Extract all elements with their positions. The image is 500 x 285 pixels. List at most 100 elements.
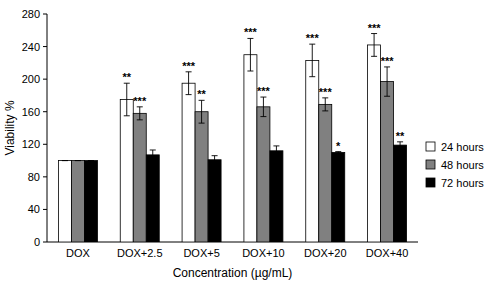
error-cap (273, 145, 279, 146)
y-axis-label: Viability % (3, 100, 17, 155)
y-tick-label: 240 (22, 41, 40, 53)
significance: *** (381, 55, 395, 67)
error-stem (126, 83, 127, 116)
bar (133, 113, 146, 242)
error-bar (124, 83, 130, 116)
error-bar (397, 142, 403, 149)
y-tick-label: 40 (28, 203, 40, 215)
error-cap (137, 119, 143, 120)
error-bar (186, 72, 192, 95)
significance: *** (368, 22, 382, 34)
error-cap (260, 116, 266, 117)
chart: 04080120160200240280Viability %DOXDOX+2.… (0, 0, 500, 285)
significance: * (336, 140, 341, 152)
x-axis-label: Concentration (µg/mL) (173, 266, 293, 280)
significance: ** (122, 71, 131, 83)
error-cap (88, 160, 94, 161)
x-tick-label: DOX+40 (366, 247, 409, 259)
error-stem (250, 38, 251, 71)
y-axis (47, 14, 48, 242)
x-tick-label: DOX+5 (183, 247, 219, 259)
bar (120, 100, 133, 243)
error-cap (371, 56, 377, 57)
error-cap (384, 96, 390, 97)
y-tick-label: 200 (22, 73, 40, 85)
y-tick (43, 144, 47, 145)
error-cap (75, 160, 81, 161)
error-cap (124, 115, 130, 116)
error-bar (199, 100, 205, 123)
y-tick-label: 80 (28, 171, 40, 183)
significance: *** (319, 86, 333, 98)
error-cap (199, 123, 205, 124)
x-tick-label: DOX+2.5 (117, 247, 163, 259)
error-bar (62, 160, 68, 161)
error-bar (273, 146, 279, 156)
error-stem (188, 72, 189, 95)
error-bar (247, 38, 253, 71)
significance: *** (257, 85, 271, 97)
error-cap (322, 110, 328, 111)
error-cap (212, 155, 218, 156)
error-bar (335, 152, 341, 154)
y-tick (43, 111, 47, 112)
y-tick (43, 14, 47, 15)
error-stem (263, 97, 264, 117)
x-tick-label: DOX (66, 247, 91, 259)
error-bar (260, 97, 266, 117)
bar (319, 104, 332, 242)
error-bar (150, 150, 156, 160)
error-stem (139, 107, 140, 120)
bar (71, 161, 84, 242)
bar (58, 161, 71, 242)
significance: ** (197, 88, 206, 100)
error-cap (273, 155, 279, 156)
error-stem (214, 156, 215, 164)
error-bar (371, 34, 377, 57)
error-stem (325, 98, 326, 111)
error-stem (201, 100, 202, 123)
error-bar (88, 160, 94, 161)
error-cap (309, 76, 315, 77)
x-tick-label: DOX+10 (242, 247, 285, 259)
y-tick (43, 79, 47, 80)
legend: 24 hours48 hours72 hours (426, 141, 484, 189)
significance: ** (396, 130, 405, 142)
error-bar (322, 98, 328, 111)
x-axis (47, 242, 418, 243)
bar (381, 82, 394, 242)
y-tick (43, 209, 47, 210)
error-cap (186, 94, 192, 95)
y-tick-label: 120 (22, 138, 40, 150)
y-tick-label: 160 (22, 106, 40, 118)
x-tick-label: DOX+20 (304, 247, 347, 259)
legend-label: 24 hours (441, 141, 484, 153)
error-stem (400, 142, 401, 149)
error-stem (312, 44, 313, 77)
bar (84, 161, 97, 242)
significance: *** (306, 32, 320, 44)
significance: *** (244, 26, 258, 38)
error-cap (150, 149, 156, 150)
legend-swatch (426, 142, 435, 151)
bar (208, 160, 221, 242)
legend-swatch (426, 160, 435, 169)
bar (182, 83, 195, 242)
error-cap (88, 160, 94, 161)
error-cap (247, 71, 253, 72)
error-stem (276, 146, 277, 156)
error-bar (75, 160, 81, 161)
error-stem (387, 67, 388, 96)
bar (332, 152, 345, 242)
legend-label: 72 hours (441, 177, 484, 189)
error-bar (137, 107, 143, 120)
bar (394, 145, 407, 242)
legend-swatch (426, 178, 435, 187)
bar (146, 155, 159, 242)
significance: *** (133, 95, 147, 107)
error-cap (397, 148, 403, 149)
bar (270, 151, 283, 242)
error-stem (374, 34, 375, 57)
error-bar (212, 156, 218, 164)
y-tick (43, 242, 47, 243)
